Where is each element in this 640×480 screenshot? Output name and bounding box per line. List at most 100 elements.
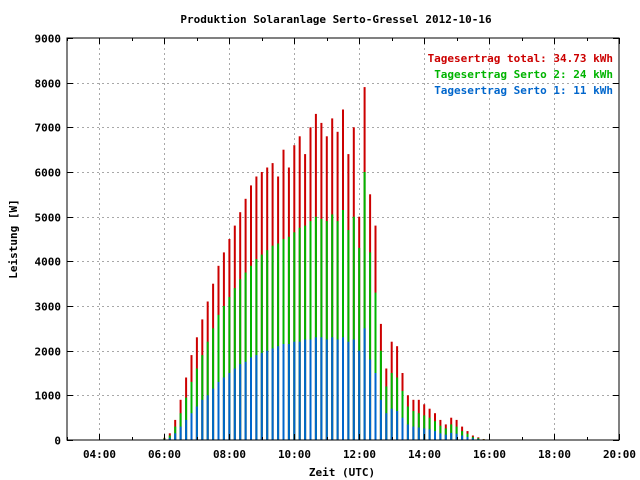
bar [396, 411, 399, 440]
bar [293, 341, 296, 440]
bar [222, 377, 225, 440]
bar [461, 435, 464, 440]
bar [239, 364, 242, 440]
y-tick-label: 3000 [35, 301, 62, 314]
series-group [163, 328, 485, 440]
bar [282, 239, 285, 440]
legend: Tagesertrag total: 34.73 kWh Tagesertrag … [428, 52, 613, 97]
x-tick-label: 12:00 [343, 448, 376, 461]
bar [352, 216, 355, 440]
bar [369, 252, 372, 440]
bar [434, 431, 436, 440]
bar [401, 390, 404, 440]
x-tick-label: 20:00 [603, 448, 636, 461]
x-tick-label: 14:00 [408, 448, 441, 461]
y-tick-label: 7000 [35, 122, 62, 135]
bar [396, 377, 399, 440]
bar [331, 214, 334, 440]
bar [293, 232, 296, 440]
bar [250, 265, 252, 440]
bar [466, 433, 469, 440]
bar [352, 339, 355, 440]
bar [406, 424, 409, 440]
bar [423, 415, 426, 440]
bar [406, 406, 409, 440]
bar [228, 373, 231, 440]
bar [325, 339, 328, 440]
bar [342, 337, 344, 440]
bar [271, 348, 274, 440]
bar [244, 272, 247, 440]
bar [309, 339, 312, 440]
bar [363, 328, 366, 440]
bar [282, 344, 285, 440]
bar [201, 355, 204, 440]
bar [266, 250, 269, 440]
bar [271, 245, 274, 440]
x-tick-label: 04:00 [83, 448, 116, 461]
bar [244, 361, 247, 440]
bar [439, 433, 442, 440]
y-tick-label: 5000 [35, 212, 62, 225]
bar [325, 221, 328, 440]
bar [336, 221, 339, 440]
bar [250, 357, 252, 440]
legend-entry: Tagesertrag Serto 1: 11 kWh [434, 84, 613, 97]
bar [455, 426, 458, 440]
bar [320, 337, 323, 440]
bar [195, 406, 198, 440]
bar [239, 279, 242, 440]
legend-entry: Tagesertrag total: 34.73 kWh [428, 52, 613, 65]
bar [358, 247, 361, 440]
plot-frame [66, 37, 620, 441]
bar [260, 352, 263, 440]
bar [444, 434, 447, 440]
y-tick-label: 0 [54, 435, 61, 448]
bar [379, 399, 382, 440]
bar [266, 350, 269, 440]
bar [222, 306, 225, 440]
series-group [163, 172, 485, 440]
y-axis-label: Leistung [W] [7, 199, 20, 278]
bar [412, 426, 415, 440]
x-axis-ticks: 04:00 06:00 08:00 10:00 12:00 14:00 16:00 18:00… [67, 38, 636, 461]
bar [233, 368, 236, 440]
bar [428, 429, 431, 440]
bar [304, 339, 307, 440]
bar [195, 368, 198, 440]
y-tick-label: 2000 [35, 346, 62, 359]
x-tick-label: 08:00 [213, 448, 246, 461]
bar [287, 236, 290, 440]
bar [347, 341, 350, 440]
bar [466, 436, 469, 440]
bar [347, 230, 350, 440]
bar [287, 344, 290, 440]
bar [450, 424, 453, 440]
bar [374, 292, 377, 440]
y-tick-label: 4000 [35, 256, 62, 269]
bar [412, 411, 415, 440]
bar [450, 432, 453, 440]
bar [217, 314, 220, 440]
bar [434, 421, 436, 440]
bar [298, 227, 301, 440]
bar [298, 341, 301, 440]
bar [255, 259, 258, 440]
bar [385, 413, 388, 440]
bar [190, 413, 193, 440]
bar [190, 381, 193, 440]
x-tick-label: 16:00 [473, 448, 506, 461]
bar [331, 337, 334, 440]
y-tick-label: 1000 [35, 390, 62, 403]
y-tick-label: 9000 [35, 33, 62, 46]
bar [228, 297, 231, 440]
bar [277, 243, 280, 440]
bar [390, 373, 393, 440]
bar [260, 254, 263, 440]
y-tick-label: 6000 [35, 167, 62, 180]
bar [217, 381, 220, 440]
bar [185, 419, 188, 440]
y-tick-label: 8000 [35, 78, 62, 91]
bar [471, 438, 474, 440]
bar [206, 395, 209, 440]
